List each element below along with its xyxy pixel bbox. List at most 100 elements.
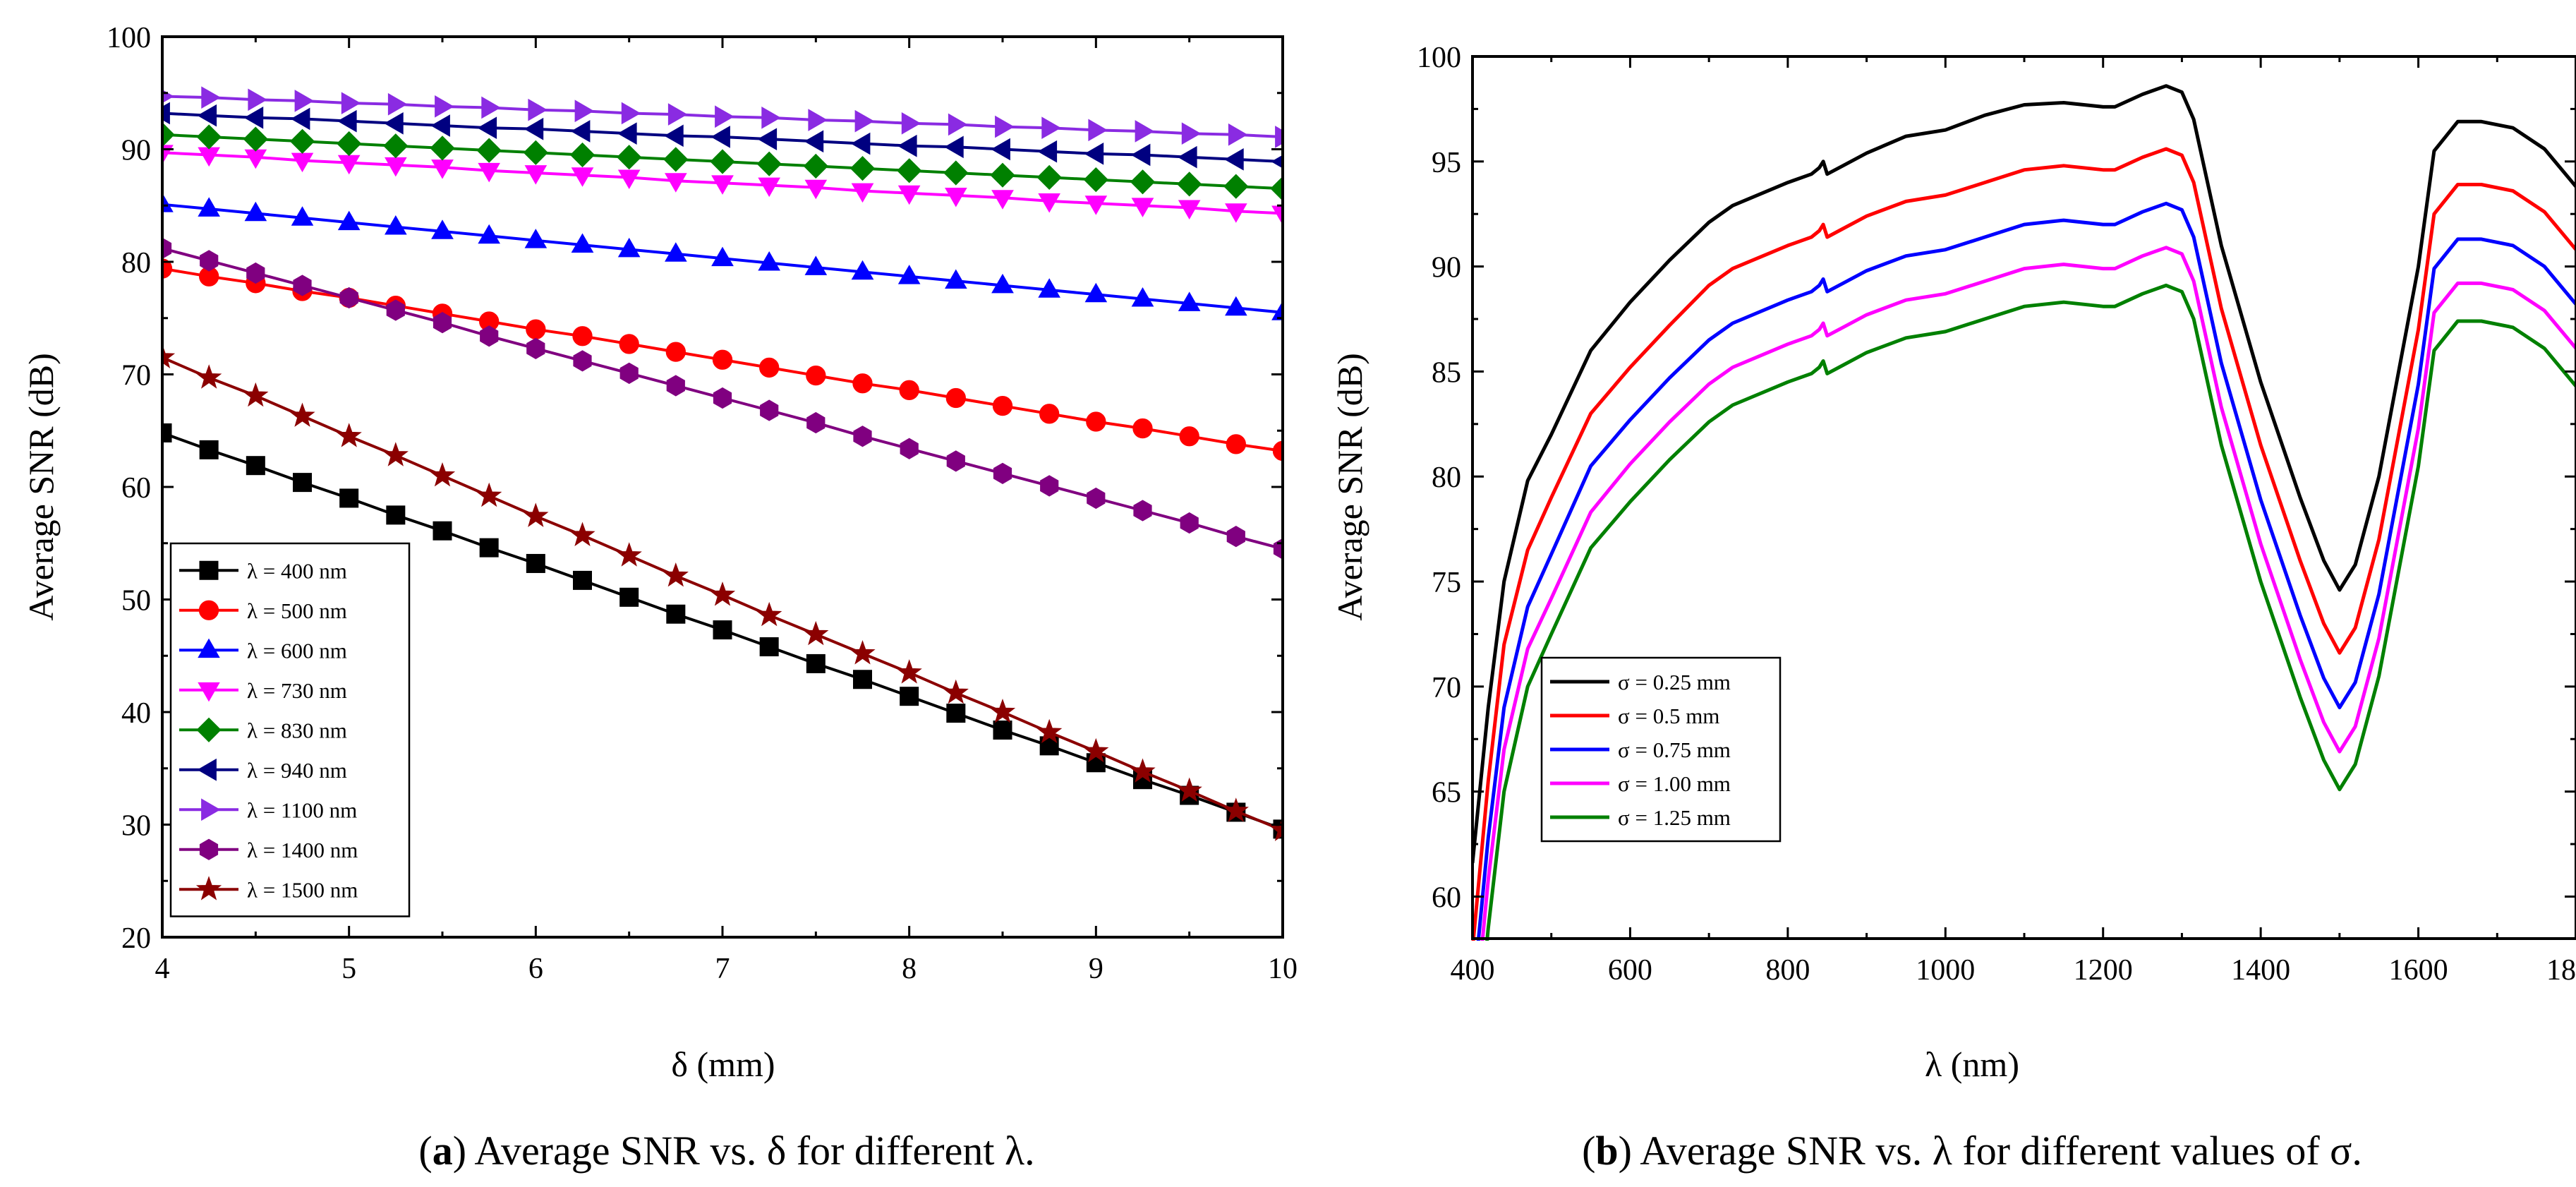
a-data-point-730-nm (478, 162, 500, 183)
b-y-tick-label-70: 70 (1432, 672, 1461, 704)
a-y-tick-label-90: 90 (121, 135, 151, 167)
a-data-point-940-nm (757, 128, 778, 150)
a-data-point-1400-nm (526, 337, 545, 359)
a-data-point-830-nm (162, 122, 175, 147)
a-data-point-730-nm (897, 185, 921, 205)
a-data-point-400-nm (199, 440, 219, 459)
a-x-tick-label-10: 10 (1268, 953, 1298, 985)
a-data-point-730-nm (991, 190, 1014, 210)
a-y-tick-label-100: 100 (107, 22, 151, 54)
a-data-point-600-nm (337, 210, 361, 231)
a-data-point-1100-nm (341, 92, 361, 114)
a-data-point-600-nm (945, 269, 967, 289)
a-data-point-830-nm (710, 149, 735, 174)
a-data-point-400-nm (433, 521, 452, 541)
a-data-point-940-nm (944, 135, 964, 159)
b-series-0-25-mm (1471, 84, 2576, 864)
b-x-tick-label-1000: 1000 (1916, 954, 1975, 987)
a-data-point-600-nm (804, 255, 828, 275)
a-x-tick-label-8: 8 (902, 953, 917, 985)
panel-a-series-layer (162, 86, 1284, 841)
a-data-point-1500-nm (523, 502, 549, 527)
a-data-point-400-nm (993, 721, 1012, 740)
a-data-point-1500-nm (663, 562, 689, 587)
a-data-point-1100-nm (901, 112, 921, 135)
a-data-point-600-nm (385, 215, 407, 235)
a-data-point-600-nm (1084, 282, 1108, 303)
a-data-point-1400-nm (666, 375, 685, 397)
a-legend-label: λ = 600 nm (247, 638, 347, 663)
a-data-point-1500-nm (336, 423, 362, 447)
a-data-point-600-nm (198, 197, 220, 217)
a-data-point-1400-nm (993, 462, 1012, 484)
a-data-point-600-nm (991, 273, 1014, 294)
a-data-point-1500-nm (1176, 777, 1202, 802)
a-data-point-1500-nm (289, 402, 315, 427)
a-data-point-730-nm (758, 177, 780, 198)
a-data-point-1100-nm (387, 92, 408, 116)
panel-b-chart: 400 600 800 1000 1200 1400 1600 1800 60 65 70 75 80 8… (1330, 42, 2576, 1174)
a-y-tick-label-50: 50 (121, 585, 151, 617)
a-data-point-400-nm (386, 505, 406, 525)
a-legend-label: λ = 400 nm (247, 558, 347, 583)
a-data-point-830-nm (337, 131, 362, 157)
a-data-point-500-nm (1132, 418, 1153, 439)
a-data-point-500-nm (1039, 404, 1060, 424)
a-data-point-1400-nm (480, 325, 499, 347)
a-data-point-730-nm (1131, 198, 1154, 217)
a-legend-marker (198, 682, 220, 702)
a-legend-marker (199, 560, 219, 580)
b-legend-label: σ = 1.25 mm (1618, 805, 1731, 830)
b-x-tick-label-1400: 1400 (2231, 954, 2290, 987)
a-data-point-1400-nm (200, 250, 219, 272)
a-series-830-nm (162, 122, 1284, 201)
a-data-point-1100-nm (1275, 126, 1284, 148)
b-series-line-1-25-mm (1485, 283, 2576, 941)
a-data-point-940-nm (1037, 140, 1058, 163)
a-data-point-400-nm (853, 670, 872, 689)
a-legend-label: λ = 940 nm (247, 758, 347, 783)
a-data-point-830-nm (1130, 169, 1156, 195)
panel-b-legend: σ = 0.25 mm σ = 0.5 mm σ = 0.75 mm σ = 1.00… (1540, 656, 1782, 843)
a-legend-label: λ = 830 nm (247, 718, 347, 742)
a-legend-label: λ = 500 nm (247, 598, 347, 623)
a-y-tick-label-40: 40 (121, 697, 151, 730)
a-data-point-730-nm (851, 183, 874, 203)
a-data-point-1500-nm (1223, 797, 1249, 822)
a-data-point-1100-nm (481, 96, 501, 119)
a-data-point-730-nm (385, 157, 407, 177)
b-y-tick-label-65: 65 (1432, 777, 1461, 809)
a-data-point-1400-nm (900, 438, 919, 459)
a-data-point-500-nm (759, 357, 780, 378)
a-data-point-500-nm (665, 342, 686, 362)
a-data-point-940-nm (337, 109, 357, 133)
a-data-point-600-nm (291, 206, 314, 226)
a-data-point-730-nm (1225, 203, 1247, 223)
a-data-point-940-nm (384, 112, 404, 135)
a-legend-item-500-nm: λ = 500 nm (179, 598, 347, 623)
a-data-point-1100-nm (854, 109, 875, 133)
a-legend-marker (197, 758, 217, 781)
a-data-point-730-nm (337, 155, 361, 175)
a-legend-marker (198, 638, 220, 658)
a-data-point-400-nm (479, 538, 499, 558)
panel-a-legend: λ = 400 nm λ = 500 nm λ = 600 nm λ = 730 nm… (169, 542, 411, 917)
a-data-point-400-nm (246, 456, 265, 476)
a-data-point-1500-nm (849, 640, 876, 665)
a-legend-marker (199, 838, 219, 860)
b-series-1-25-mm (1485, 283, 2576, 941)
a-data-point-600-nm (431, 219, 454, 239)
a-data-point-830-nm (1083, 167, 1108, 193)
a-data-point-400-nm (526, 553, 545, 573)
a-legend-label: λ = 1400 nm (247, 838, 358, 862)
a-data-point-1400-nm (433, 312, 452, 334)
a-data-point-1500-nm (476, 482, 502, 507)
b-x-tick-label-400: 400 (1451, 954, 1495, 987)
a-data-point-730-nm (665, 173, 687, 193)
panel-a-caption-text: Average SNR vs. δ for different λ. (474, 1128, 1034, 1174)
a-data-point-400-nm (759, 637, 779, 656)
a-data-point-1500-nm (429, 462, 456, 487)
a-x-tick-label-4: 4 (155, 953, 170, 985)
panel-a-caption: (a) Average SNR vs. δ for different λ. (418, 1128, 1034, 1174)
b-x-tick-label-1800: 1800 (2546, 954, 2576, 987)
